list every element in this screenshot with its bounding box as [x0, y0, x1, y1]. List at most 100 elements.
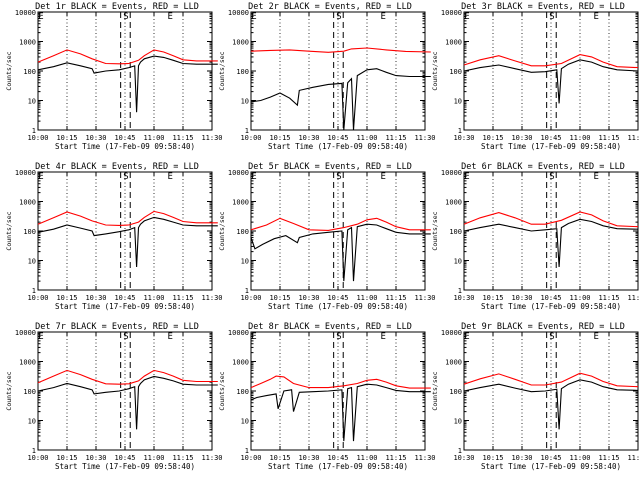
y-tick-label: 1	[32, 287, 36, 295]
marker-s: S	[549, 172, 554, 182]
lld-series-line	[463, 211, 639, 228]
marker-e: E	[464, 172, 469, 182]
x-tick-label: 11:00	[356, 134, 377, 142]
y-tick-label: 1	[458, 127, 462, 135]
x-tick-label: 10:45	[327, 454, 348, 462]
x-tick-label: 10:00	[240, 454, 261, 462]
marker-e: E	[381, 12, 386, 22]
marker-s: S	[549, 12, 554, 22]
marker-e: E	[251, 172, 256, 182]
marker-s: S	[336, 172, 341, 182]
events-series-line	[250, 223, 431, 282]
marker-e: E	[594, 332, 599, 342]
detector-panel-2: Det 2r BLACK = Events, RED = LLD Counts/s…	[218, 2, 436, 151]
x-tick-label: 11:00	[356, 454, 377, 462]
y-tick-label: 10000	[228, 169, 249, 177]
lld-series-line	[463, 372, 639, 388]
y-axis-label: Counts/sec	[5, 211, 13, 250]
y-tick-label: 1	[32, 447, 36, 455]
panel-title: Det 9r BLACK = Events, RED = LLD	[461, 322, 625, 332]
y-tick-label: 100	[236, 68, 249, 76]
marker-e: E	[38, 332, 43, 342]
panel-title: Det 2r BLACK = Events, RED = LLD	[248, 2, 412, 12]
y-tick-label: 1000	[19, 199, 36, 207]
x-tick-label: 10:30	[85, 294, 106, 302]
y-tick-label: 10000	[15, 9, 36, 17]
x-tick-label: 10:00	[27, 134, 48, 142]
x-tick-label: 11:15	[598, 454, 619, 462]
marker-e: E	[168, 12, 173, 22]
x-tick-label: 10:45	[114, 454, 135, 462]
events-series-line	[37, 55, 218, 113]
y-tick-label: 100	[23, 388, 36, 396]
panel-title: Det 6r BLACK = Events, RED = LLD	[461, 162, 625, 172]
detector-panel-4: Det 4r BLACK = Events, RED = LLD Counts/s…	[5, 162, 223, 311]
events-series-line	[250, 383, 431, 442]
x-tick-label: 11:15	[598, 294, 619, 302]
x-tick-label: 10:45	[114, 294, 135, 302]
y-tick-label: 1	[245, 127, 249, 135]
y-tick-label: 10	[454, 98, 462, 106]
marker-e: E	[594, 172, 599, 182]
y-axis-label: Counts/sec	[218, 371, 226, 410]
y-tick-label: 1	[458, 287, 462, 295]
y-tick-label: 1000	[19, 359, 36, 367]
x-tick-label: 11:15	[385, 454, 406, 462]
y-tick-label: 100	[23, 228, 36, 236]
x-tick-label: 10:00	[27, 294, 48, 302]
events-series-line	[463, 218, 639, 268]
x-tick-label: 10:30	[298, 134, 319, 142]
y-tick-label: 100	[23, 68, 36, 76]
y-tick-label: 100	[449, 228, 462, 236]
y-tick-label: 10000	[228, 9, 249, 17]
panel-title: Det 5r BLACK = Events, RED = LLD	[248, 162, 412, 172]
marker-e: E	[251, 332, 256, 342]
marker-e: E	[594, 12, 599, 22]
x-tick-label: 11:15	[172, 294, 193, 302]
x-tick-label: 10:15	[482, 134, 503, 142]
y-axis-label: Counts/sec	[218, 211, 226, 250]
x-tick-label: 11:15	[172, 454, 193, 462]
marker-e: E	[38, 172, 43, 182]
lld-series-line	[463, 54, 639, 69]
x-tick-label: 10:30	[511, 134, 532, 142]
detector-panel-7: Det 7r BLACK = Events, RED = LLD Counts/s…	[5, 322, 223, 471]
x-tick-label: 11:00	[569, 134, 590, 142]
y-tick-label: 1000	[445, 39, 462, 47]
lld-series-line	[37, 49, 218, 65]
x-tick-label: 10:45	[540, 294, 561, 302]
y-tick-label: 10000	[15, 169, 36, 177]
y-tick-label: 10000	[441, 169, 462, 177]
x-tick-label: 10:30	[511, 294, 532, 302]
y-tick-label: 100	[236, 228, 249, 236]
x-tick-label: 11:30	[627, 294, 640, 302]
x-tick-label: 10:15	[269, 294, 290, 302]
y-tick-label: 100	[449, 68, 462, 76]
events-series-line	[250, 68, 431, 131]
marker-s: S	[336, 12, 341, 22]
panel-title: Det 4r BLACK = Events, RED = LLD	[35, 162, 199, 172]
x-tick-label: 10:45	[540, 134, 561, 142]
x-tick-label: 10:15	[56, 134, 77, 142]
lld-series-line	[37, 210, 218, 226]
x-tick-label: 11:00	[356, 294, 377, 302]
x-tick-label: 10:30	[85, 454, 106, 462]
x-tick-label: 11:15	[385, 294, 406, 302]
x-tick-label: 11:30	[627, 134, 640, 142]
x-axis-label: Start Time (17-Feb-09 09:58:40)	[55, 462, 195, 471]
x-tick-label: 10:45	[540, 454, 561, 462]
x-tick-label: 10:15	[269, 134, 290, 142]
x-axis-label: Start Time (17-Feb-09 09:58:40)	[268, 142, 408, 151]
x-tick-label: 11:30	[201, 294, 222, 302]
marker-e: E	[168, 332, 173, 342]
marker-s: S	[123, 332, 128, 342]
x-tick-label: 10:00	[240, 134, 261, 142]
x-tick-label: 10:30	[298, 454, 319, 462]
x-axis-label: Start Time (17-Feb-09 09:58:40)	[55, 142, 195, 151]
detector-panel-5: Det 5r BLACK = Events, RED = LLD Counts/s…	[218, 162, 436, 311]
x-axis-label: Start Time (17-Feb-09 09:58:40)	[268, 462, 408, 471]
y-tick-label: 100	[449, 388, 462, 396]
lld-series-line	[250, 375, 431, 389]
marker-e: E	[251, 12, 256, 22]
x-tick-label: 10:45	[327, 134, 348, 142]
